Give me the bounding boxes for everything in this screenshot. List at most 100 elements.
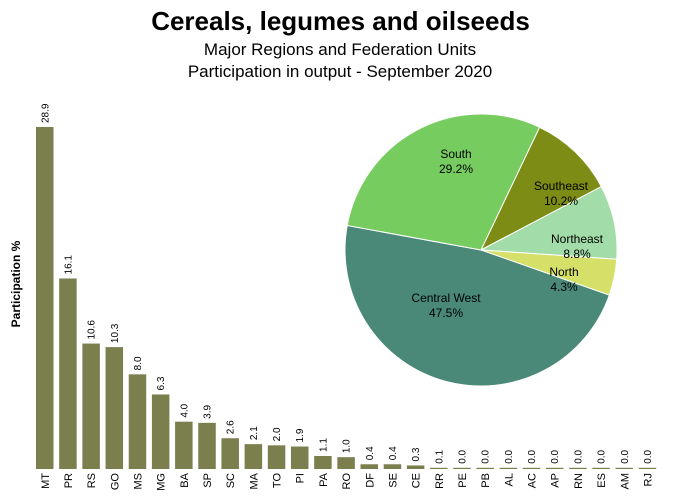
bar-pa (314, 455, 332, 469)
bar-rn (569, 467, 587, 469)
bar-value-label: 1.9 (295, 428, 306, 442)
bar-value-label: 2.0 (272, 427, 283, 441)
bar-ba (175, 421, 193, 469)
x-tick-label: SC (225, 473, 237, 488)
x-tick-label: TO (272, 473, 284, 489)
bar-pr (59, 278, 77, 469)
x-tick-label: MT (40, 473, 52, 489)
bar-value-label: 0.0 (481, 449, 492, 463)
bar-value-label: 2.1 (249, 426, 260, 440)
x-tick-label: RN (573, 473, 585, 489)
x-tick-label: RJ (642, 473, 654, 486)
x-tick-label: PR (63, 473, 75, 488)
x-tick-label: SE (387, 473, 399, 488)
bar-value-label: 0.0 (573, 449, 584, 463)
bar-value-label: 0.0 (620, 449, 631, 463)
bar-value-label: 10.6 (87, 320, 98, 340)
bar-am (615, 467, 633, 469)
bar-to (267, 445, 286, 469)
bar-value-label: 0.0 (527, 449, 538, 463)
bar-pe (453, 467, 471, 469)
bar-pi (290, 446, 309, 469)
bar-rr (430, 467, 448, 469)
bar-ms (128, 374, 147, 469)
bar-value-label: 28.9 (40, 103, 51, 123)
bar-rj (638, 467, 657, 469)
bar-value-label: 1.0 (342, 439, 353, 453)
x-tick-label: AP (550, 473, 562, 488)
bar-mg (151, 394, 170, 469)
pie-label-north: North (549, 265, 578, 279)
x-tick-label: PI (295, 473, 307, 483)
pie-value-north: 4.3% (550, 280, 578, 294)
pie-value-central-west: 47.5% (429, 306, 463, 320)
y-axis-label: Participation % (9, 240, 23, 327)
pie-slice-central-west (344, 224, 610, 387)
bar-value-label: 0.4 (365, 446, 376, 460)
bar-pb (476, 467, 494, 469)
bar-value-label: 4.0 (179, 403, 190, 417)
bar-ro (337, 457, 355, 469)
pie-label-south: South (440, 147, 471, 161)
x-tick-label: RR (434, 473, 446, 489)
bar-value-label: 1.1 (318, 438, 329, 452)
bar-df (360, 464, 379, 469)
x-tick-label: GO (109, 473, 121, 491)
bar-value-label: 0.0 (457, 449, 468, 463)
bar-series: 28.9 MT 16.1 PR 10.6 RS 10.3 GO 8.0 MS 6.3 MG 4.0 BA 3… (36, 103, 657, 491)
x-tick-label: MG (156, 473, 168, 491)
pie-label-northeast: Northeast (551, 232, 604, 246)
bar-sp (198, 422, 216, 469)
bar-value-label: 8.0 (133, 356, 144, 370)
bar-value-label: 0.4 (388, 446, 399, 460)
bar-se (383, 464, 402, 469)
bar-ac (522, 467, 541, 469)
bar-value-label: 0.0 (504, 449, 515, 463)
x-tick-label: BA (179, 472, 191, 487)
bar-value-label: 0.1 (434, 449, 445, 463)
x-tick-label: PE (457, 473, 469, 488)
x-tick-label: ES (596, 473, 608, 488)
pie-value-south: 29.2% (439, 162, 473, 176)
chart-subtitle-line1: Major Regions and Federation Units (203, 40, 477, 59)
x-tick-label: MS (132, 473, 144, 490)
bar-ce (406, 465, 425, 469)
x-tick-label: AL (503, 473, 515, 486)
bar-value-label: 0.0 (550, 449, 561, 463)
bar-es (592, 467, 610, 469)
bar-value-label: 0.3 (411, 447, 422, 461)
bar-value-label: 2.6 (226, 420, 237, 434)
bar-mt (36, 127, 54, 469)
pie-slice-south (346, 113, 541, 251)
bar-value-label: 10.3 (110, 323, 121, 343)
bar-al (499, 467, 518, 469)
pie-label-central-west: Central West (411, 291, 481, 305)
bar-ma (244, 444, 263, 469)
x-tick-label: PA (318, 472, 330, 487)
chart-subtitle-line2: Participation in output - September 2020 (187, 62, 493, 81)
bar-sc (221, 438, 239, 469)
pie-value-northeast: 8.8% (563, 247, 591, 261)
x-tick-label: SP (202, 473, 214, 488)
bar-go (105, 347, 124, 469)
pie-label-southeast: Southeast (534, 179, 589, 193)
x-tick-label: AC (527, 473, 539, 488)
bar-value-label: 16.1 (63, 255, 74, 275)
pie-slice-southeast (479, 126, 603, 252)
x-tick-label: PB (480, 473, 492, 488)
bar-rs (82, 343, 100, 469)
x-tick-label: CE (411, 473, 423, 488)
pie-value-southeast: 10.2% (544, 194, 578, 208)
x-tick-label: RO (341, 473, 353, 490)
bar-value-label: 0.0 (643, 449, 654, 463)
x-tick-label: AM (619, 473, 631, 490)
bar-value-label: 3.9 (203, 405, 214, 419)
x-tick-label: RS (86, 473, 98, 488)
x-tick-label: MA (248, 472, 260, 489)
chart-title: Cereals, legumes and oilseeds (151, 6, 530, 36)
bar-ap (545, 467, 564, 469)
x-tick-label: DF (364, 473, 376, 488)
bar-value-label: 0.0 (597, 449, 608, 463)
